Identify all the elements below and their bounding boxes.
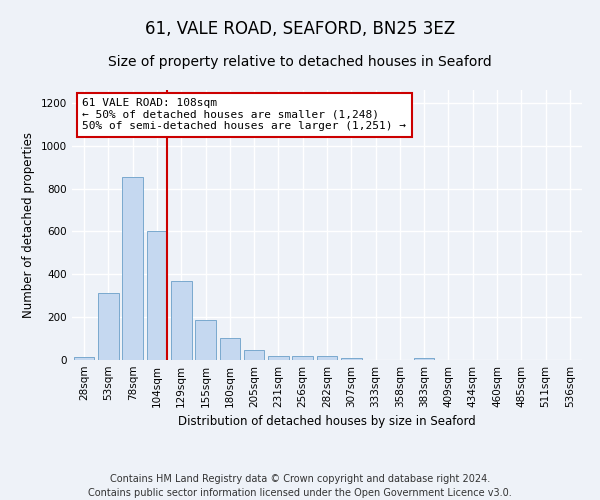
Text: 61 VALE ROAD: 108sqm
← 50% of detached houses are smaller (1,248)
50% of semi-de: 61 VALE ROAD: 108sqm ← 50% of detached h… [82, 98, 406, 132]
Bar [341, 358, 362, 360]
Bar [414, 358, 434, 360]
Bar [244, 350, 265, 360]
Bar [317, 356, 337, 360]
Y-axis label: Number of detached properties: Number of detached properties [22, 132, 35, 318]
Text: Contains HM Land Registry data © Crown copyright and database right 2024.
Contai: Contains HM Land Registry data © Crown c… [88, 474, 512, 498]
X-axis label: Distribution of detached houses by size in Seaford: Distribution of detached houses by size … [178, 416, 476, 428]
Bar [195, 320, 216, 360]
Bar [220, 338, 240, 360]
Bar [146, 232, 167, 360]
Bar [74, 357, 94, 360]
Bar [122, 177, 143, 360]
Bar [98, 292, 119, 360]
Bar [268, 356, 289, 360]
Text: Size of property relative to detached houses in Seaford: Size of property relative to detached ho… [108, 55, 492, 69]
Text: 61, VALE ROAD, SEAFORD, BN25 3EZ: 61, VALE ROAD, SEAFORD, BN25 3EZ [145, 20, 455, 38]
Bar [292, 356, 313, 360]
Bar [171, 280, 191, 360]
